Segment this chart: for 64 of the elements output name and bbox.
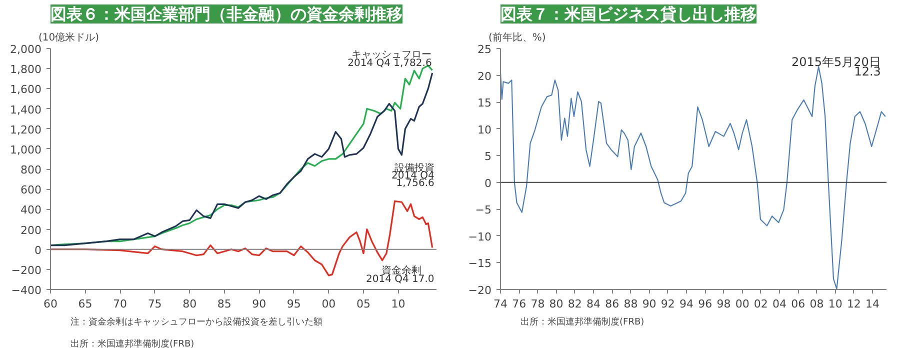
- x-tick-label: 05: [356, 298, 370, 310]
- x-tick-label: 86: [605, 298, 620, 310]
- annotation: 2014 Q4 1,782.6: [348, 58, 432, 70]
- y-tick-label: 200: [20, 224, 42, 237]
- x-tick-label: 12: [846, 298, 861, 310]
- x-tick-label: 78: [530, 298, 545, 310]
- x-tick-label: 00: [322, 298, 336, 310]
- y-tick-label: 15: [478, 96, 492, 110]
- y-tick-label: 1,600: [10, 83, 42, 96]
- x-tick-label: 94: [680, 298, 694, 310]
- x-tick-label: 95: [286, 298, 301, 310]
- y-tick-label: 1,200: [10, 123, 42, 136]
- y-tick-label: 0: [34, 244, 42, 257]
- chart-title: 図表６：米国企業部門（非金融）の資金余剰推移: [50, 4, 402, 24]
- x-tick-label: 60: [44, 298, 58, 310]
- y-tick-label: −5: [475, 204, 492, 217]
- x-tick-label: 08: [810, 298, 824, 310]
- chart-title: 図表７：米国ビジネス貸し出し推移: [500, 4, 756, 24]
- y-tick-label: 10: [478, 123, 492, 136]
- y-tick-label: 2,000: [10, 43, 42, 56]
- y-tick-label: −400: [11, 284, 42, 297]
- x-tick-label: 80: [182, 298, 197, 310]
- y-tick-label: −10: [468, 230, 492, 244]
- y-tick-label: 0: [484, 176, 492, 190]
- x-tick-label: 90: [252, 298, 266, 310]
- y-tick-label: 1,800: [10, 63, 42, 76]
- text: 注：資金余剰はキャッシュフローから設備投資を差し引いた額: [70, 316, 322, 328]
- y-tick-label: 400: [20, 204, 42, 217]
- x-tick-label: 74: [494, 298, 508, 310]
- x-tick-label: 92: [660, 298, 675, 310]
- annotation: 2014 Q4 17.0: [366, 274, 434, 285]
- x-tick-label: 06: [791, 298, 806, 310]
- x-tick-label: 75: [148, 298, 162, 310]
- x-tick-label: 70: [113, 298, 128, 310]
- x-tick-label: 90: [642, 298, 656, 310]
- x-tick-label: 80: [549, 298, 564, 310]
- x-tick-label: 96: [698, 298, 712, 310]
- y-axis-title: (10億米ドル): [38, 32, 100, 44]
- x-tick-label: 10: [828, 298, 842, 310]
- y-tick-label: 20: [478, 70, 492, 83]
- x-tick-label: 65: [78, 298, 92, 310]
- x-tick-label: 85: [217, 298, 232, 310]
- x-tick-label: 14: [866, 298, 880, 310]
- x-tick-label: 00: [735, 298, 750, 310]
- y-tick-label: −200: [11, 264, 42, 277]
- text: 出所：米国連邦準備制度(FRB): [520, 316, 644, 328]
- y-tick-label: 5: [484, 150, 492, 164]
- x-tick-label: 82: [568, 298, 582, 310]
- y-tick-label: 1,400: [10, 103, 42, 116]
- y-tick-label: 1,000: [10, 143, 42, 156]
- text: 出所：米国連邦準備制度(FRB): [70, 338, 194, 350]
- y-tick-label: −15: [468, 257, 492, 270]
- x-tick-label: 02: [754, 298, 768, 310]
- y-axis-title: (前年比、%): [488, 32, 546, 44]
- y-tick-label: −20: [468, 284, 492, 297]
- x-tick-label: 04: [772, 298, 787, 310]
- x-tick-label: 98: [716, 298, 731, 310]
- x-tick-label: 10: [391, 298, 406, 310]
- x-tick-label: 88: [624, 298, 638, 310]
- x-tick-label: 76: [512, 298, 526, 310]
- y-tick-label: 600: [20, 184, 42, 197]
- y-tick-label: 800: [20, 164, 42, 176]
- y-tick-label: 25: [478, 43, 492, 56]
- x-tick-label: 84: [586, 298, 601, 310]
